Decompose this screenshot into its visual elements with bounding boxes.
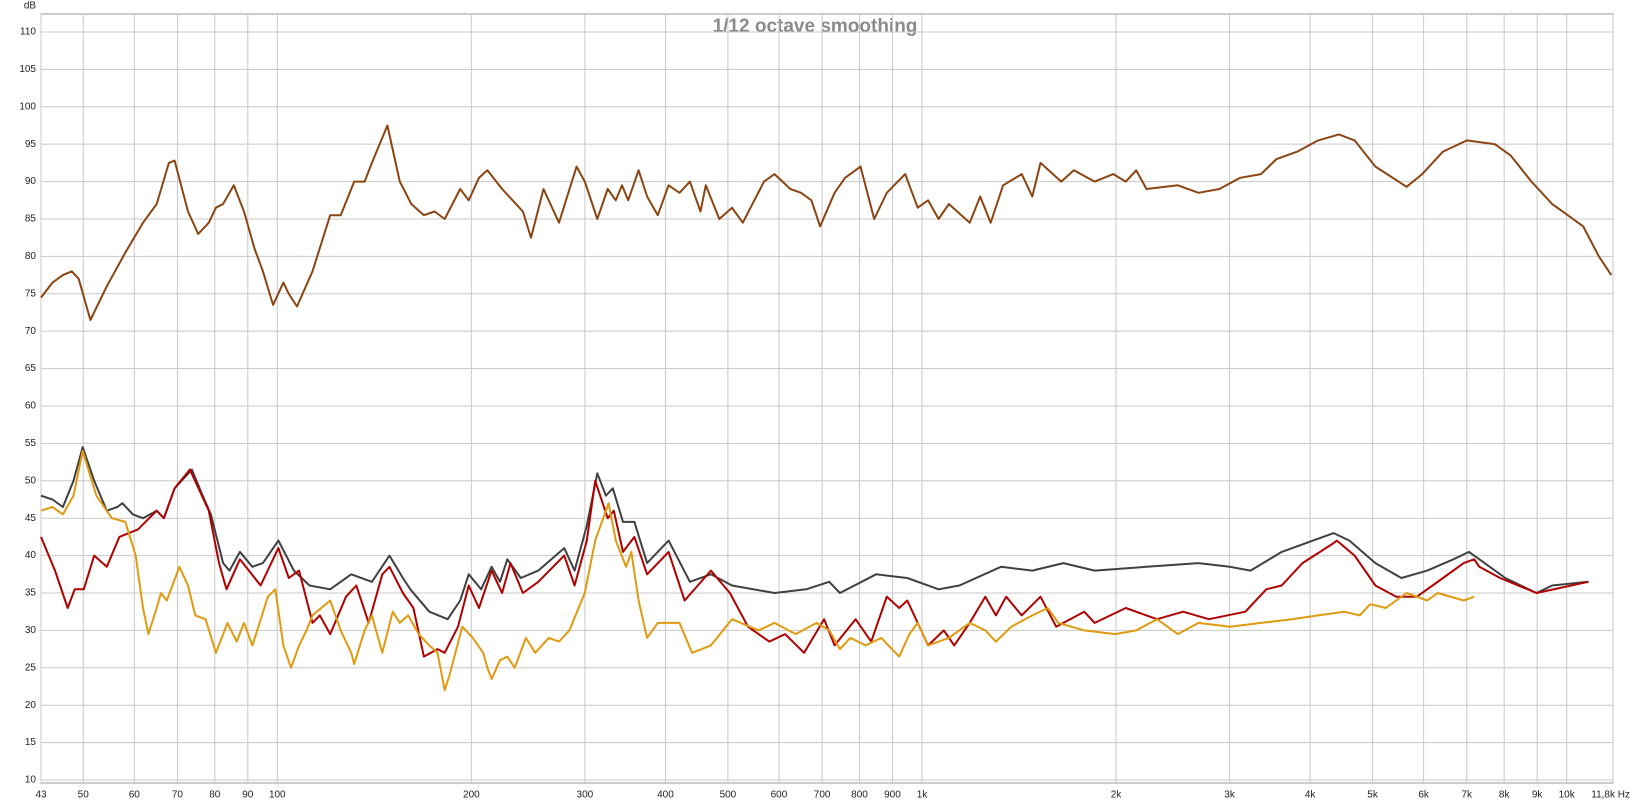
x-tick-label: 400: [657, 790, 674, 801]
y-tick-label: 90: [25, 176, 37, 187]
y-tick-label: 110: [20, 27, 36, 38]
y-tick-label: 75: [25, 288, 37, 299]
y-tick-label: 55: [25, 438, 37, 449]
y-tick-label: 85: [25, 214, 37, 225]
x-tick-label: 800: [851, 790, 868, 801]
x-tick-label: 60: [129, 790, 141, 801]
series-line: [40, 468, 1589, 658]
chart-title: 1/12 octave smoothing: [713, 16, 918, 37]
series-line: [40, 446, 1589, 621]
y-tick-label: 15: [25, 737, 37, 748]
y-tick-label: 60: [25, 401, 37, 412]
x-tick-label: 600: [771, 790, 788, 801]
x-tick-label: 70: [172, 790, 184, 801]
x-tick-label: 500: [720, 790, 737, 801]
y-tick-label: 70: [25, 326, 37, 337]
x-tick-label: 43: [35, 790, 47, 801]
x-tick-label: 6k: [1418, 790, 1430, 801]
x-tick-label: 300: [577, 790, 594, 801]
y-tick-label: 25: [25, 662, 37, 673]
x-tick-label: 90: [242, 790, 254, 801]
y-tick-label: 100: [19, 101, 36, 112]
x-tick-label: 50: [78, 790, 90, 801]
x-tick-label: 700: [814, 790, 831, 801]
y-tick-label: 50: [25, 475, 37, 486]
x-tick-label: 5k: [1367, 790, 1379, 801]
y-tick-label: 30: [25, 625, 37, 636]
y-tick-label: 80: [25, 251, 37, 262]
y-tick-label: 45: [25, 513, 37, 524]
x-tick-label: 900: [884, 790, 901, 801]
y-axis-label: dB: [24, 1, 37, 12]
x-tick-label: 10k: [1559, 790, 1576, 801]
y-tick-label: 35: [25, 588, 37, 599]
x-tick-label: 100: [269, 790, 286, 801]
x-tick-label: 3k: [1224, 790, 1236, 801]
x-tick-label: 7k: [1462, 790, 1474, 801]
y-tick-label: 20: [25, 700, 37, 711]
x-tick-label: 8k: [1499, 790, 1511, 801]
x-tick-label: 1k: [917, 790, 929, 801]
x-tick-label: 11,8k Hz: [1591, 790, 1630, 801]
x-tick-label: 4k: [1305, 790, 1317, 801]
y-tick-label: 40: [25, 550, 37, 561]
y-tick-label: 65: [25, 363, 37, 374]
y-tick-label: 10: [25, 775, 37, 786]
x-tick-label: 200: [463, 790, 480, 801]
x-tick-label: 9k: [1532, 790, 1544, 801]
x-tick-label: 2k: [1111, 790, 1123, 801]
series-line: [40, 449, 1475, 692]
series-line: [40, 124, 1613, 321]
x-tick-label: 80: [209, 790, 221, 801]
y-tick-label: 105: [19, 64, 36, 75]
y-tick-label: 95: [25, 139, 37, 150]
plot-area: [40, 13, 1614, 784]
